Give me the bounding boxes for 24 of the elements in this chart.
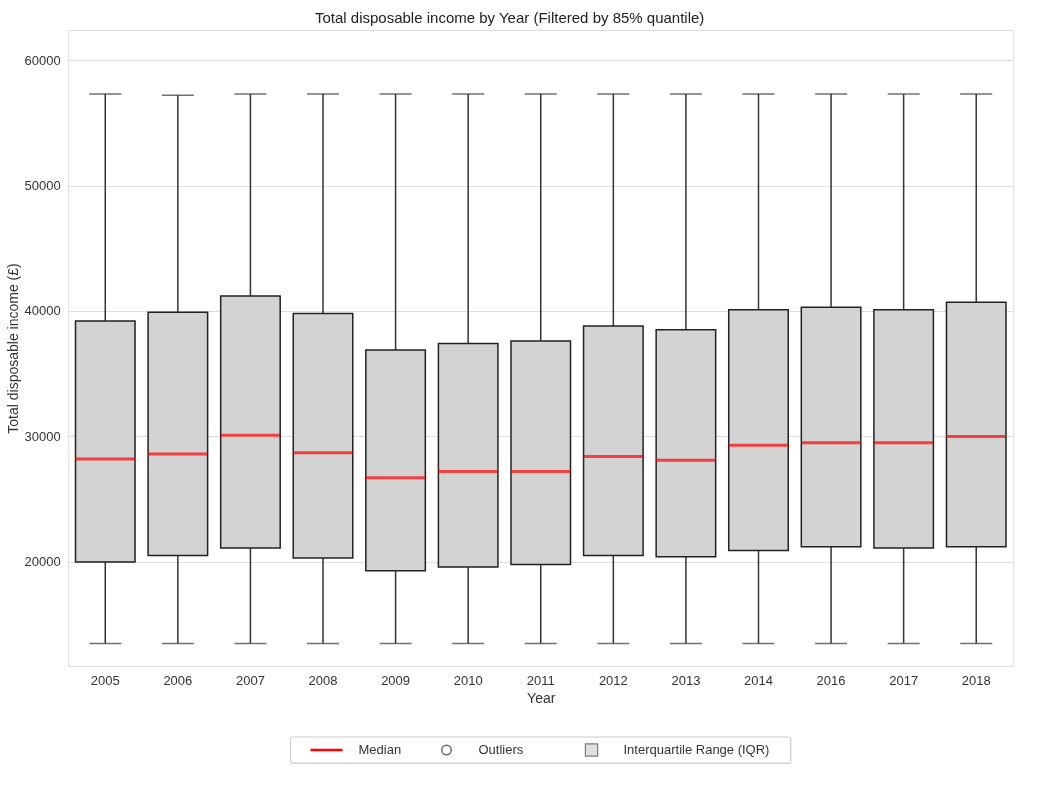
x-tick-label: 2008 [308,672,338,688]
y-tick-label: 20000 [24,554,61,570]
y-tick-label: 60000 [24,52,61,68]
x-tick-label: 2017 [889,672,919,688]
chart-title: Total disposable income by Year (Filtered by 85% quantile) [314,8,705,26]
x-tick-label: 2011 [526,672,555,688]
text: Median [358,742,402,757]
x-tick-label: 2005 [90,672,120,688]
legend-label: Interquartile Range (IQR) [623,742,770,757]
legend-label: Outliers [478,742,524,757]
x-tick-label: 2010 [453,672,483,688]
x-tick-label: 2014 [744,672,773,688]
y-tick-label: 30000 [24,428,61,444]
x-tick-label: 2016 [816,672,846,688]
x-tick-label: 2009 [381,672,411,688]
x-tick-label: 2018 [961,672,991,688]
y-axis-title: Total disposable income (£) [4,263,21,434]
x-tick-label: 2006 [163,672,193,688]
y-tick-label: 40000 [24,303,61,319]
y-tick-label: 50000 [24,178,61,194]
x-tick-label: 2013 [671,672,701,688]
x-tick-label: 2012 [598,672,628,688]
x-axis-title: Year [527,689,556,706]
x-tick-label: 2007 [235,672,265,688]
